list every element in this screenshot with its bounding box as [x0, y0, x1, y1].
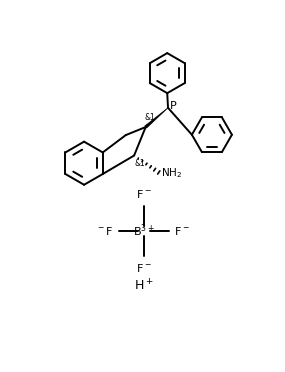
Text: H$^+$: H$^+$	[134, 279, 154, 294]
Text: &1: &1	[144, 113, 155, 122]
Text: P: P	[170, 101, 177, 111]
Text: F$^-$: F$^-$	[136, 188, 152, 200]
Text: NH$_2$: NH$_2$	[161, 166, 182, 180]
Polygon shape	[145, 108, 168, 128]
Text: &1: &1	[134, 159, 145, 169]
Text: F$^-$: F$^-$	[174, 225, 190, 237]
Text: B$^{3+}$: B$^{3+}$	[133, 223, 155, 239]
Text: $^-$F: $^-$F	[96, 225, 114, 237]
Text: F$^-$: F$^-$	[136, 262, 152, 274]
